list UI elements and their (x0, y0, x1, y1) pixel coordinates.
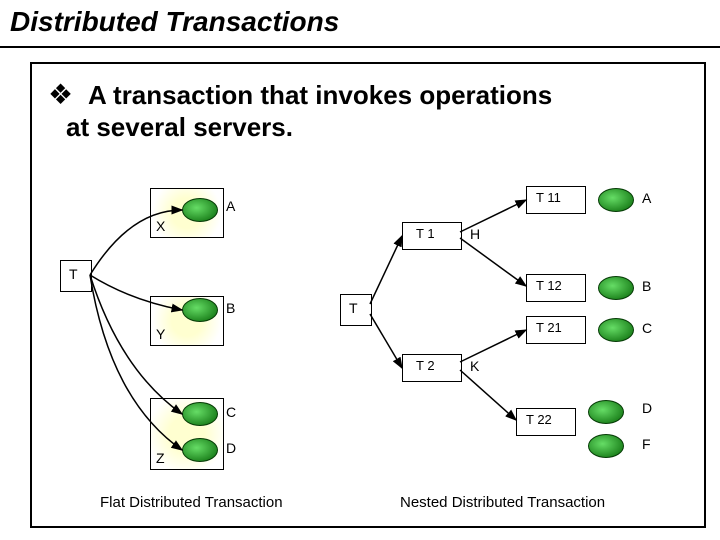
node-c (182, 402, 218, 426)
t21-label: T 21 (536, 320, 562, 335)
flat-root-label: T (69, 266, 78, 282)
node-t21 (598, 318, 634, 342)
t21-server: C (642, 320, 652, 336)
node-t11 (598, 188, 634, 212)
flat-root-box: T (60, 260, 92, 292)
node-t12 (598, 276, 634, 300)
bullet-icon: ❖ (48, 78, 73, 111)
node-d-label: D (226, 440, 236, 456)
server-x-label: X (156, 218, 165, 234)
node-b (182, 298, 218, 322)
node-d (182, 438, 218, 462)
t11-server: A (642, 190, 651, 206)
t22-extra-server: F (642, 436, 651, 452)
node-a-label: A (226, 198, 235, 214)
t12-label: T 12 (536, 278, 562, 293)
flat-caption: Flat Distributed Transaction (100, 494, 283, 511)
node-c-label: C (226, 404, 236, 420)
t2-server: K (470, 358, 479, 374)
nested-root-box: T (340, 294, 372, 326)
server-y-label: Y (156, 326, 165, 342)
statement-line-1: A transaction that invokes operations (88, 80, 552, 111)
server-z-label: Z (156, 450, 165, 466)
t12-server: B (642, 278, 651, 294)
title-underline (0, 46, 720, 48)
t2-label: T 2 (416, 358, 435, 373)
statement-line-2: at several servers. (66, 112, 293, 143)
node-a (182, 198, 218, 222)
t11-label: T 11 (536, 190, 561, 205)
t22-server: D (642, 400, 652, 416)
t1-label: T 1 (416, 226, 435, 241)
page-title: Distributed Transactions (10, 6, 339, 38)
node-t22 (588, 400, 624, 424)
t1-server: H (470, 226, 480, 242)
nested-caption: Nested Distributed Transaction (400, 494, 605, 511)
nested-root-label: T (349, 300, 358, 316)
node-t22-extra (588, 434, 624, 458)
t22-label: T 22 (526, 412, 552, 427)
node-b-label: B (226, 300, 235, 316)
